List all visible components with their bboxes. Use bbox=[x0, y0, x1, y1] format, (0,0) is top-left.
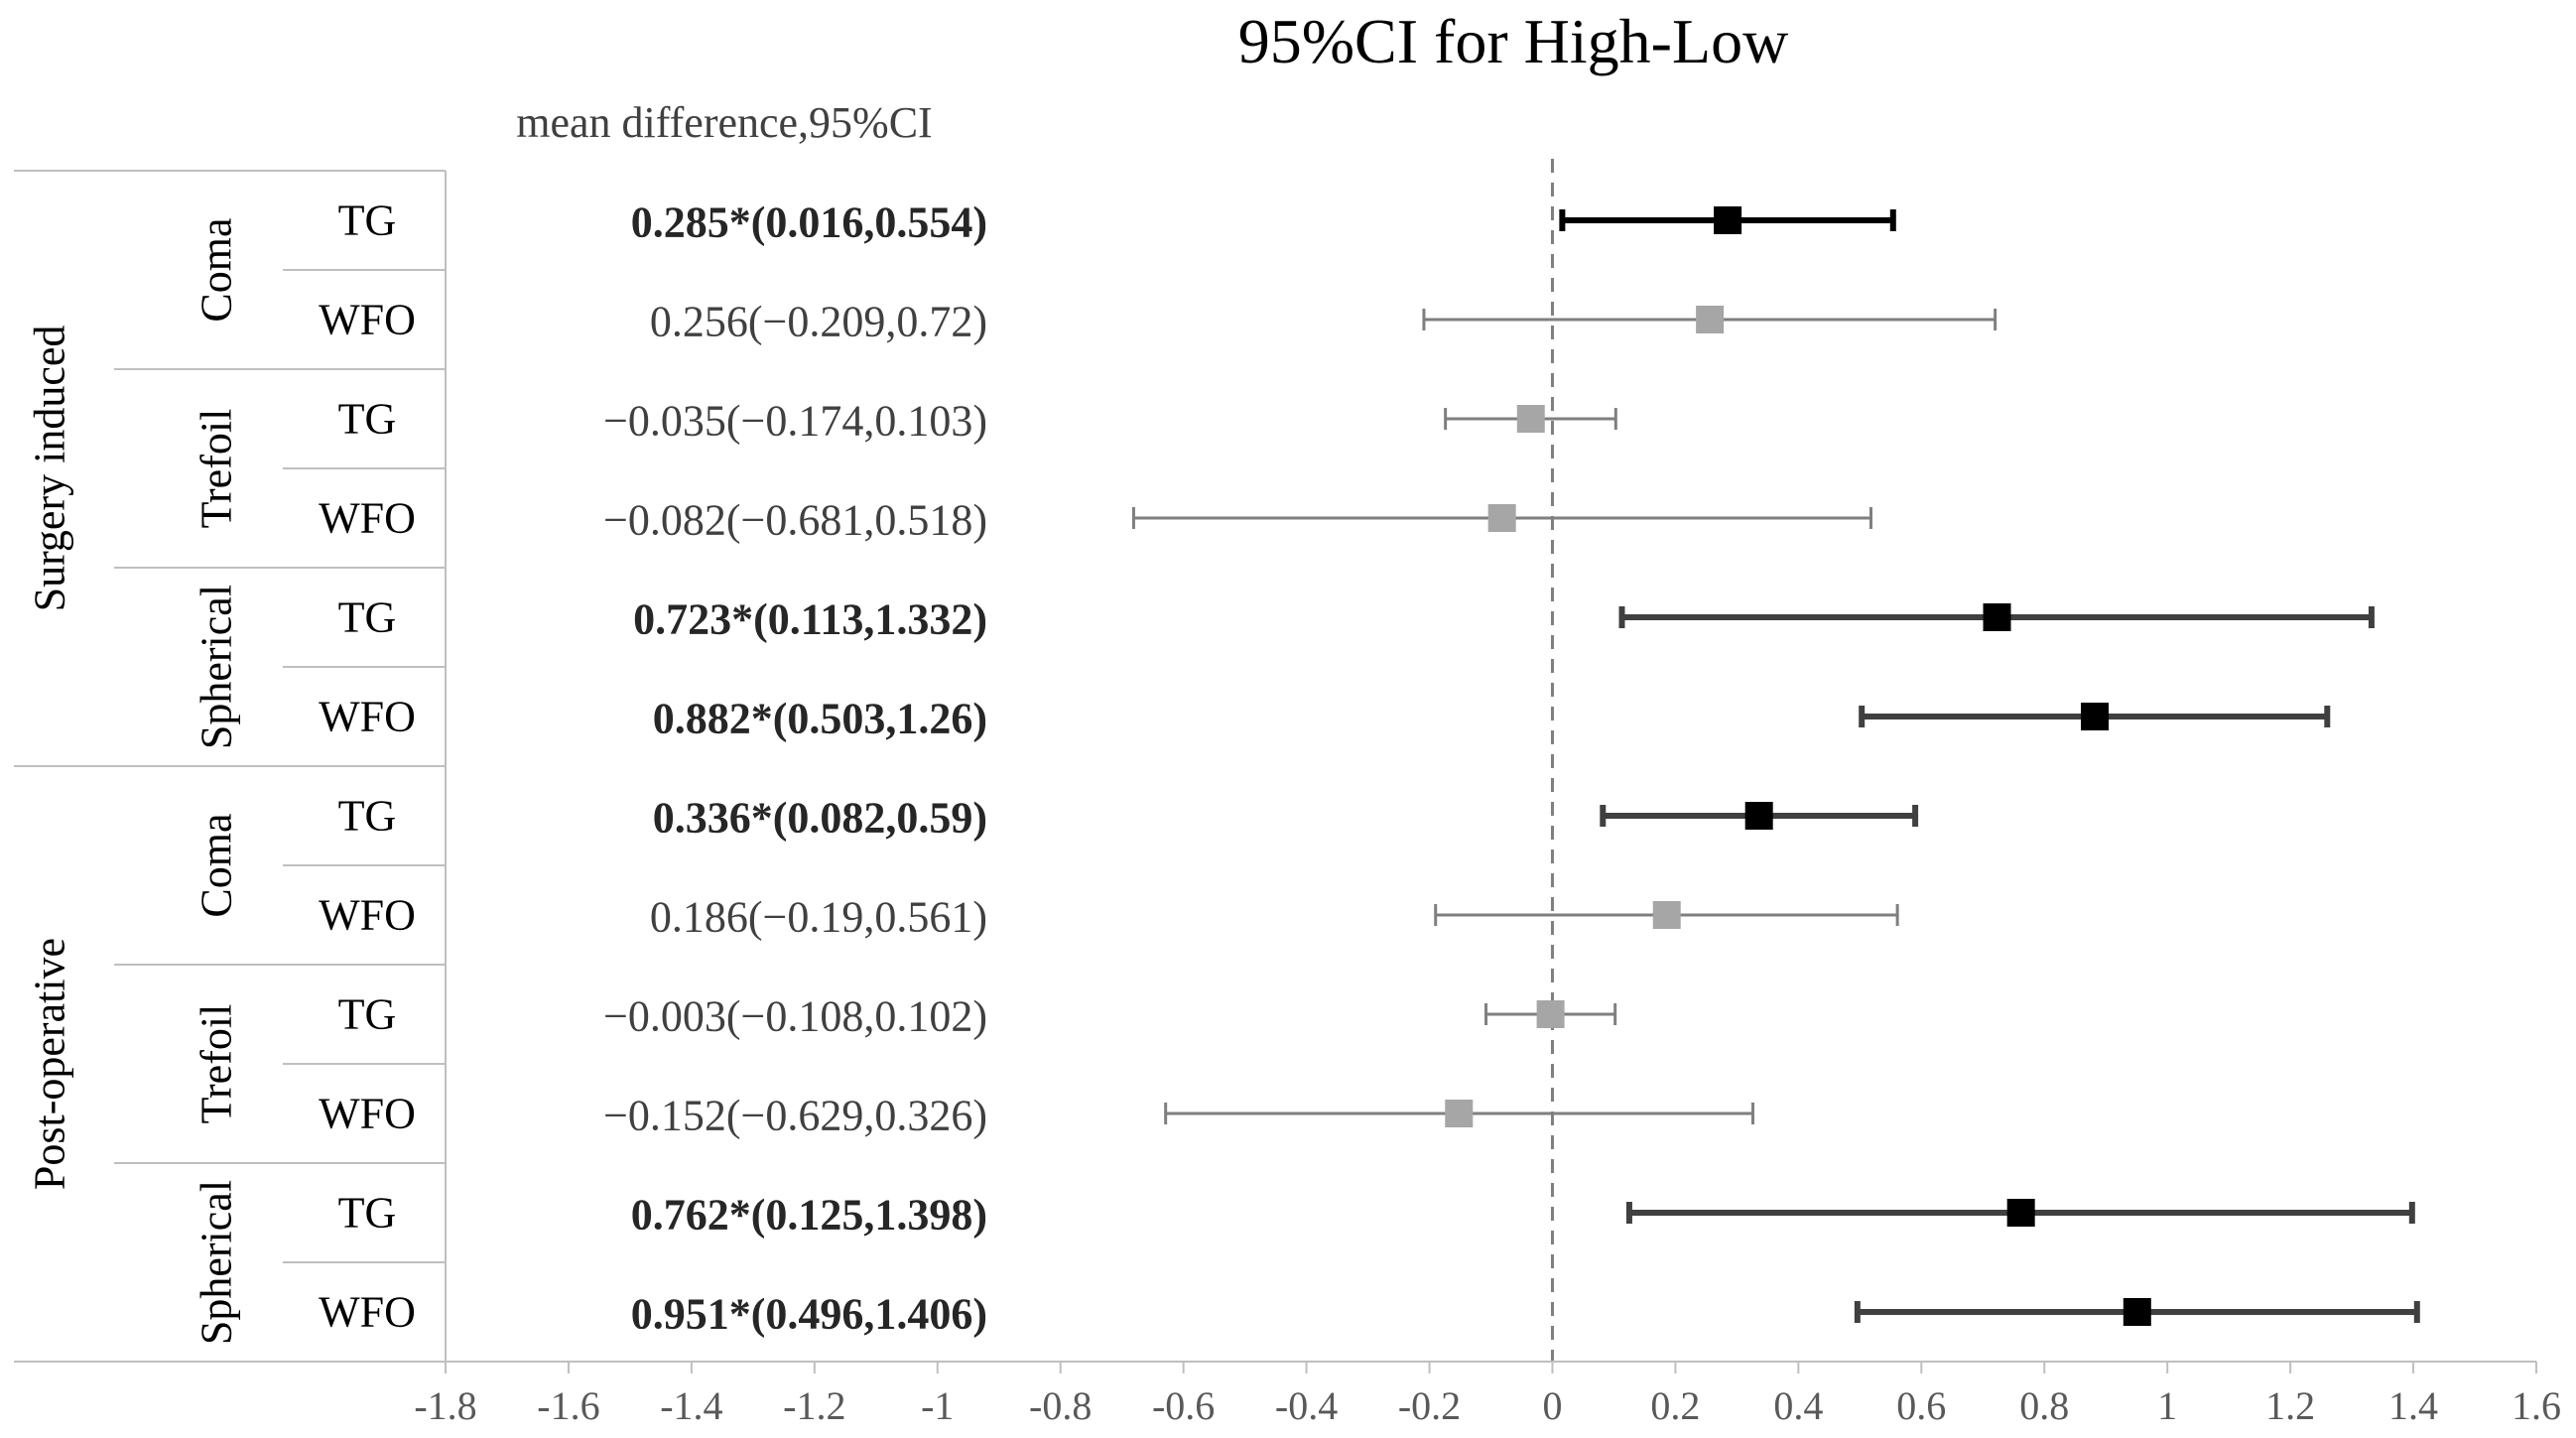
method-label: WFO bbox=[319, 891, 416, 940]
method-label: WFO bbox=[319, 296, 416, 344]
group-labels: Surgery induced Post-operative bbox=[26, 326, 74, 1190]
x-tick-label: -1 bbox=[921, 1383, 954, 1428]
method-label: TG bbox=[338, 990, 397, 1039]
subgroup-label: Spherical bbox=[193, 1180, 241, 1345]
x-tick-label: 1 bbox=[2157, 1383, 2177, 1428]
method-label: WFO bbox=[319, 1090, 416, 1138]
point-estimate-marker bbox=[1652, 901, 1681, 929]
x-tick-label: -1.4 bbox=[660, 1383, 722, 1428]
value-label: 0.882*(0.503,1.26) bbox=[653, 695, 987, 743]
method-label: TG bbox=[338, 395, 397, 444]
x-tick-label: -1.8 bbox=[414, 1383, 476, 1428]
x-tick-label: 1.6 bbox=[2512, 1383, 2561, 1428]
value-label: 0.951*(0.496,1.406) bbox=[631, 1290, 987, 1339]
table-lines bbox=[14, 170, 447, 1362]
method-labels: TG WFO TG WFO TG WFO TG WFO TG WFO TG WFO bbox=[319, 196, 416, 1337]
method-label: WFO bbox=[319, 693, 416, 741]
point-estimate-marker bbox=[1714, 206, 1742, 234]
value-label: −0.035(−0.174,0.103) bbox=[603, 397, 987, 446]
method-label: TG bbox=[338, 196, 397, 245]
x-tick-label: 0.4 bbox=[1773, 1383, 1823, 1428]
point-estimate-marker bbox=[1536, 1000, 1565, 1028]
value-label: 0.256(−0.209,0.72) bbox=[650, 298, 987, 346]
plot-area bbox=[1131, 159, 2420, 1362]
x-tick-label: -0.6 bbox=[1152, 1383, 1215, 1428]
point-estimate-marker bbox=[1516, 405, 1545, 433]
point-estimate-marker bbox=[1487, 504, 1516, 532]
subgroup-label: Spherical bbox=[193, 585, 241, 749]
x-tick-label: 0 bbox=[1542, 1383, 1562, 1428]
value-label: −0.082(−0.681,0.518) bbox=[603, 496, 987, 545]
point-estimate-marker bbox=[1744, 802, 1773, 830]
x-tick-label: -1.6 bbox=[537, 1383, 599, 1428]
point-estimate-marker bbox=[2081, 703, 2110, 730]
x-tick-label: -0.8 bbox=[1029, 1383, 1092, 1428]
subgroup-label: Trefoil bbox=[193, 409, 241, 529]
subgroup-labels: Coma Trefoil Spherical Coma Trefoil Spherical bbox=[193, 217, 241, 1345]
value-label: 0.762*(0.125,1.398) bbox=[631, 1191, 987, 1240]
value-label: 0.186(−0.19,0.561) bbox=[650, 893, 987, 942]
point-estimate-marker bbox=[2006, 1199, 2035, 1227]
x-tick-label: 0.6 bbox=[1896, 1383, 1946, 1428]
value-label: 0.336*(0.082,0.59) bbox=[653, 794, 987, 843]
x-tick-label: 1.2 bbox=[2265, 1383, 2315, 1428]
method-label: TG bbox=[338, 792, 397, 841]
method-label: TG bbox=[338, 1189, 397, 1238]
x-tick-label: -0.2 bbox=[1398, 1383, 1461, 1428]
column-header: mean difference,95%CI bbox=[516, 98, 932, 147]
x-tick-label: 1.4 bbox=[2388, 1383, 2438, 1428]
value-label: −0.003(−0.108,0.102) bbox=[603, 992, 987, 1041]
x-tick-label: 0.2 bbox=[1650, 1383, 1700, 1428]
chart-title: 95%CI for High-Low bbox=[1238, 6, 1789, 76]
method-label: TG bbox=[338, 593, 397, 642]
method-label: WFO bbox=[319, 1288, 416, 1337]
x-tick-label: 0.8 bbox=[2019, 1383, 2069, 1428]
subgroup-label: Trefoil bbox=[193, 1004, 241, 1124]
subgroup-label: Coma bbox=[193, 813, 241, 917]
value-label: 0.285*(0.016,0.554) bbox=[631, 198, 987, 247]
point-estimate-marker bbox=[2123, 1298, 2151, 1326]
value-labels: 0.285*(0.016,0.554) 0.256(−0.209,0.72) −0.… bbox=[603, 198, 987, 1339]
method-label: WFO bbox=[319, 494, 416, 543]
x-axis: -1.8 -1.6 -1.4 -1.2 -1 -0.8 -0.6 -0.4 -0.2 0 0.2 0.… bbox=[14, 1361, 2561, 1428]
group-label: Post-operative bbox=[26, 938, 74, 1190]
value-label: 0.723*(0.113,1.332) bbox=[633, 595, 987, 644]
point-estimate-marker bbox=[1445, 1100, 1474, 1127]
x-tick-label: -1.2 bbox=[783, 1383, 845, 1428]
point-estimate-marker bbox=[1983, 603, 2011, 631]
group-label: Surgery induced bbox=[26, 326, 74, 612]
x-tick-label: -0.4 bbox=[1275, 1383, 1338, 1428]
value-label: −0.152(−0.629,0.326) bbox=[603, 1092, 987, 1140]
subgroup-label: Coma bbox=[193, 217, 241, 322]
point-estimate-marker bbox=[1696, 306, 1725, 333]
